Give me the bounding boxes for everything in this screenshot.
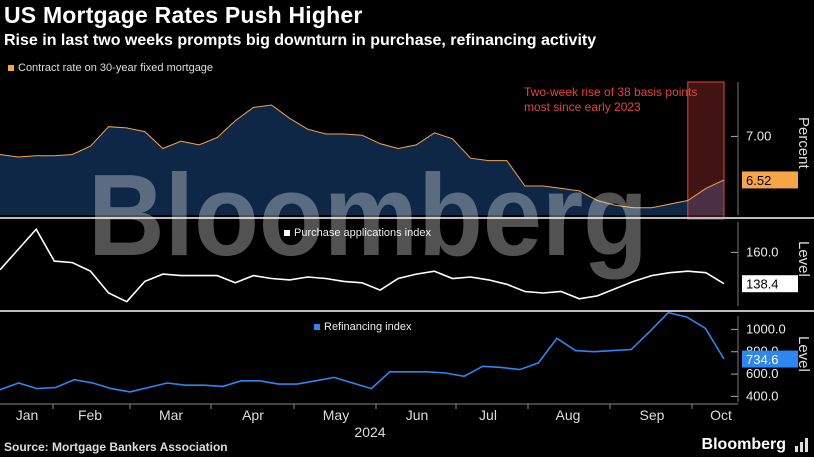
- x-tick-label: Jun: [406, 407, 429, 423]
- x-tick-label: Mar: [159, 407, 183, 423]
- bar-chart-icon: [795, 438, 808, 452]
- chart-subtitle: Rise in last two weeks prompts big downt…: [4, 32, 597, 49]
- rate-legend-swatch: [8, 65, 14, 71]
- x-tick-label: Feb: [78, 407, 102, 423]
- refi-series-line: [0, 311, 725, 393]
- purchase-legend: Purchase applications index: [284, 227, 431, 239]
- rate-legend-label: Contract rate on 30-year fixed mortgage: [18, 62, 214, 74]
- refi-ytick-label: 400.0: [746, 388, 779, 403]
- x-tick-label: Jan: [16, 407, 39, 423]
- rate-ytick-label: 7.00: [746, 128, 771, 143]
- rate-area: [0, 105, 724, 215]
- refi-legend: Refinancing index: [314, 321, 411, 333]
- rate-last-value-box: [742, 171, 798, 189]
- x-year-label: 2024: [354, 424, 385, 440]
- rate-annotation: Two-week rise of 38 basis points most si…: [524, 85, 698, 114]
- purchase-last-value-label: 138.4: [746, 277, 779, 292]
- x-tick-label: Apr: [242, 407, 264, 423]
- x-tick-label: Aug: [556, 407, 581, 423]
- refi-ytick-label: 1000.0: [746, 321, 786, 336]
- refi-legend-label: Refinancing index: [324, 321, 412, 333]
- chart-title: US Mortgage Rates Push Higher: [4, 2, 363, 28]
- rate-series-line: [0, 104, 725, 209]
- purchase-legend-label: Purchase applications index: [294, 227, 431, 239]
- x-tick-label: May: [323, 407, 349, 423]
- refi-last-value-label: 734.6: [746, 352, 779, 367]
- brand-logo: Bloomberg: [701, 436, 786, 453]
- purchase-series-line: [0, 227, 725, 303]
- refi-last-value-box: [742, 350, 798, 368]
- rate-highlight-band: [687, 81, 725, 220]
- purchase-ytick-label: 160.0: [746, 244, 779, 259]
- x-tick-label: Oct: [710, 407, 732, 423]
- x-tick-label: Sep: [640, 407, 665, 423]
- source-note: Source: Mortgage Bankers Association: [4, 440, 228, 454]
- x-tick-label: Jul: [479, 407, 497, 423]
- rate-last-value-label: 6.52: [746, 173, 771, 188]
- refi-ytick-label: 600.0: [746, 366, 779, 381]
- purchase-legend-swatch: [284, 230, 290, 236]
- rate-legend: Contract rate on 30-year fixed mortgage: [8, 62, 213, 74]
- purchase-last-value-box: [742, 275, 798, 293]
- watermark-text: Bloomberg: [88, 150, 648, 280]
- refi-legend-swatch: [314, 324, 320, 330]
